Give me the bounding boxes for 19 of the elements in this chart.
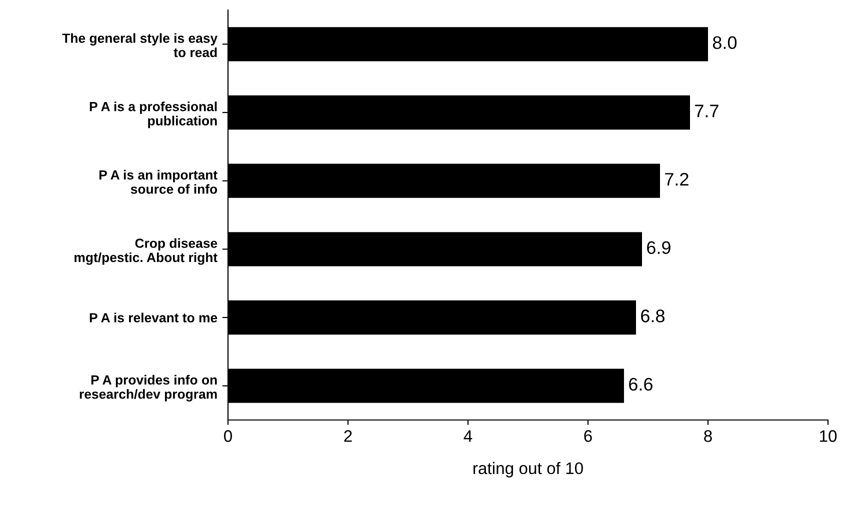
x-tick-label: 10: [820, 430, 837, 442]
data-label: 6.8: [641, 310, 664, 322]
x-tick-label: 6: [584, 430, 592, 442]
y-tick-label: P A is relevant to me: [90, 312, 218, 322]
data-label: 8.0: [712, 36, 737, 50]
x-tick-label: 0: [224, 430, 232, 442]
y-tick-label: The general style is easy to read: [62, 33, 218, 58]
data-label: 7.7: [695, 104, 718, 118]
data-label: 7.2: [665, 172, 688, 186]
x-tick-label: 8: [704, 430, 712, 442]
y-tick-label: P A provides info on research/dev program: [80, 374, 217, 402]
y-tick-label: Crop disease mgt/pestic. About right: [74, 238, 218, 265]
x-axis-title: rating out of 10: [474, 462, 583, 478]
data-label: 6.9: [647, 241, 670, 254]
data-label: 6.6: [629, 378, 652, 391]
x-tick-label: 2: [344, 430, 352, 442]
y-tick-label: P A is a professional publication: [90, 102, 217, 128]
y-tick-label: P A is an important source of info: [99, 170, 218, 194]
x-tick-label: 4: [464, 430, 472, 442]
